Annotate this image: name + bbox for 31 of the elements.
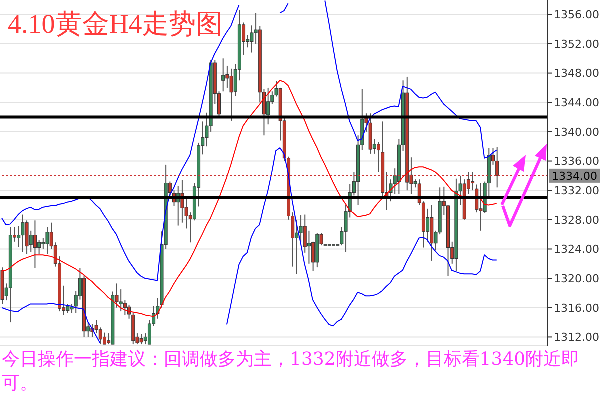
candlestick [295,219,299,275]
y-tick-label: 1344.00 [554,96,600,110]
y-tick-label: 1324.00 [554,243,600,256]
candlestick [479,182,483,232]
candlestick [119,289,123,312]
y-tick-label: 1320.00 [554,272,600,286]
ref-line-label: 1334.00 [552,170,598,183]
candlestick [33,220,37,269]
candlestick [307,230,311,264]
chart-title: 4.10黄金H4走势图 [8,8,224,41]
y-tick-label: 1332.00 [554,184,600,198]
candlestick [222,58,226,92]
y-tick-label: 1316.00 [554,302,600,315]
candlestick [46,226,50,255]
candlestick [102,332,106,346]
candlestick [123,300,127,316]
candlestick [266,87,270,126]
y-tick-label: 1348.00 [554,67,600,80]
candlestick [17,226,21,248]
y-tick-label: 1312.00 [554,331,600,344]
y-tick-label: 1352.00 [554,38,600,51]
candlestick [230,68,234,122]
candlestick [98,327,102,346]
text: 今日操作一指建议：回调做多为主，1332附近做多，目标看1340附近即可。 [2,348,581,396]
candlestick [140,334,144,346]
y-tick-label: 1356.00 [554,8,600,22]
y-tick-label: 1340.00 [554,126,600,139]
candlestick [376,142,380,173]
candlestick [21,214,25,253]
y-tick-label: 1328.00 [554,214,600,227]
y-tick-label: 1336.00 [554,155,600,168]
